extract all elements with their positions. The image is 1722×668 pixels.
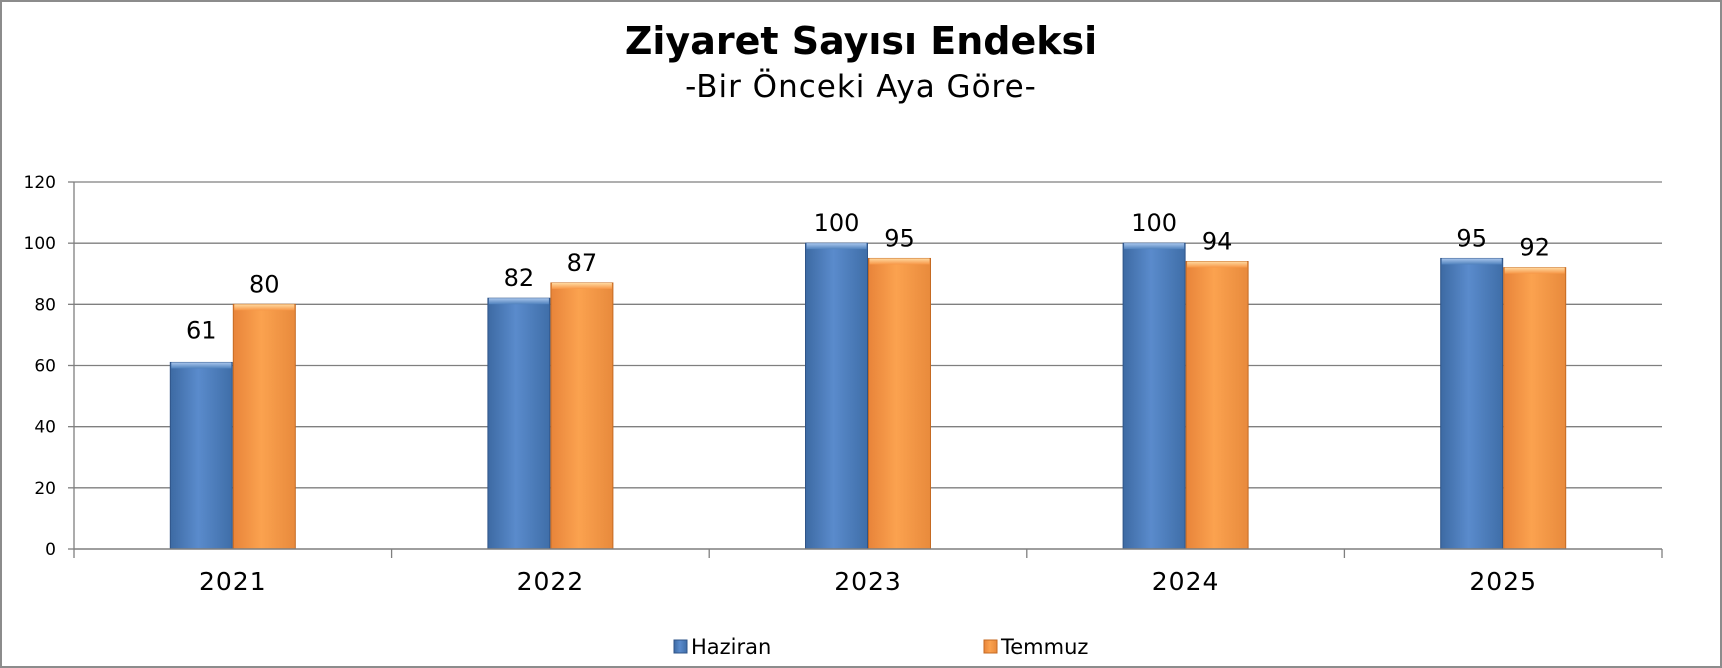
bar-cap (171, 362, 232, 369)
bar-body (169, 361, 233, 550)
data-label: 100 (1131, 209, 1177, 237)
bar-cap (806, 243, 867, 250)
legend-item-temmuz: Temmuz (983, 635, 1088, 659)
bar-body (487, 297, 551, 550)
bar-temmuz-2022 (550, 282, 614, 550)
y-tick-label: 100 (24, 234, 56, 254)
data-label: 95 (1456, 224, 1487, 252)
chart-title: Ziyaret Sayısı Endeksi (625, 19, 1097, 63)
bars (169, 242, 1567, 550)
chart-subtitle: -Bir Önceki Aya Göre- (685, 68, 1037, 105)
bar-cap (869, 258, 930, 265)
data-label: 82 (504, 264, 535, 292)
legend-label: Haziran (691, 635, 771, 659)
x-tick-label: 2023 (834, 567, 902, 596)
legend-swatch (673, 639, 688, 654)
bar-body (550, 282, 614, 550)
y-tick-label: 60 (34, 357, 56, 377)
bar-body (232, 303, 296, 550)
bar-haziran-2025 (1440, 257, 1504, 550)
legend: Haziran Temmuz (673, 635, 1088, 659)
bar-cap (234, 304, 295, 311)
bar-temmuz-2024 (1185, 261, 1249, 550)
x-axis-ticks: 2021 2022 2023 2024 2025 (199, 567, 1537, 596)
data-label: 80 (249, 270, 280, 298)
bar-cap (1187, 261, 1248, 268)
data-label: 61 (186, 316, 217, 344)
y-tick-label: 40 (34, 418, 56, 438)
legend-item-haziran: Haziran (673, 635, 771, 659)
bar-body (1122, 242, 1186, 550)
legend-label: Temmuz (1000, 635, 1088, 659)
bar-body (1503, 267, 1567, 550)
bar-cap (1504, 267, 1565, 274)
data-label: 92 (1519, 234, 1550, 262)
bar-body (868, 257, 931, 550)
data-label: 95 (884, 224, 915, 252)
bar-cap (488, 298, 549, 305)
x-tick-label: 2022 (517, 567, 585, 596)
x-tick-label: 2024 (1152, 567, 1220, 596)
y-tick-label: 120 (24, 173, 56, 193)
y-tick-label: 20 (34, 479, 56, 499)
y-tick-label: 80 (34, 295, 56, 315)
x-axis (73, 182, 1663, 558)
data-label: 94 (1202, 228, 1233, 256)
bar-cap (1441, 258, 1502, 265)
bar-haziran-2023 (805, 242, 868, 550)
bar-haziran-2024 (1122, 242, 1186, 550)
bar-haziran-2021 (169, 361, 233, 550)
data-label: 100 (814, 209, 860, 237)
bar-body (1440, 257, 1504, 550)
bar-body (805, 242, 868, 550)
bar-temmuz-2023 (868, 257, 931, 550)
bar-haziran-2022 (487, 297, 551, 550)
bar-temmuz-2025 (1503, 267, 1567, 550)
bar-cap (1124, 243, 1185, 250)
data-labels: 61 82 100 100 95 80 87 95 94 92 (186, 209, 1550, 344)
y-tick-label: 0 (45, 540, 56, 560)
legend-swatch (983, 639, 998, 654)
bar-temmuz-2021 (232, 303, 296, 550)
data-label: 87 (567, 249, 598, 277)
y-axis-ticks: 0 20 40 60 80 100 120 (24, 173, 56, 560)
bar-body (1185, 261, 1249, 550)
x-tick-label: 2025 (1469, 567, 1537, 596)
bar-cap (551, 282, 612, 289)
x-tick-label: 2021 (199, 567, 267, 596)
